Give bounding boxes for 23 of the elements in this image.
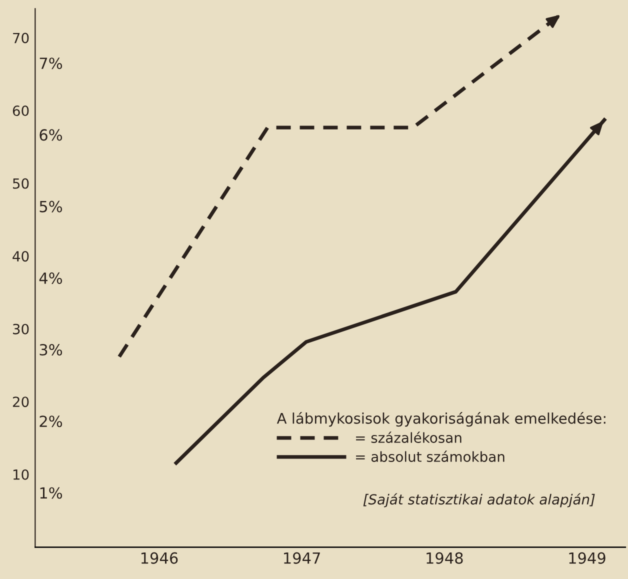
annotation: [Saját statisztikai adatok alapján] xyxy=(363,493,595,508)
legend-label: = absolut számokban xyxy=(356,450,504,462)
y-tick-label: 40 xyxy=(12,251,29,262)
line-series xyxy=(173,116,608,466)
y2-tick-label: 2% xyxy=(40,416,62,428)
legend-label: = százalékosan xyxy=(356,432,462,443)
x-tick-label: 1948 xyxy=(426,552,463,564)
y-tick-label: 10 xyxy=(13,469,29,480)
y-tick-label: 20 xyxy=(12,396,29,408)
y2-tick-label: 7% xyxy=(40,58,62,70)
y2-tick-label: 3% xyxy=(40,344,62,356)
y2-tick-label: 4% xyxy=(39,272,62,284)
y2-tick-label: 5% xyxy=(40,200,62,212)
y2-tick-label: 6% xyxy=(40,129,62,141)
y-tick-label: 30 xyxy=(13,324,29,334)
y-tick-label: 50 xyxy=(13,178,29,189)
y-tick-label: 70 xyxy=(13,32,29,44)
x-tick-label: 1946 xyxy=(141,552,178,564)
legend-title: A lábmykosisok gyakoriságának emelkedése: xyxy=(276,412,606,427)
x-tick-label: 1949 xyxy=(569,552,606,564)
x-tick-label: 1947 xyxy=(284,552,320,564)
y2-tick-label: 1% xyxy=(40,487,62,499)
y-tick-label: 60 xyxy=(12,106,29,116)
